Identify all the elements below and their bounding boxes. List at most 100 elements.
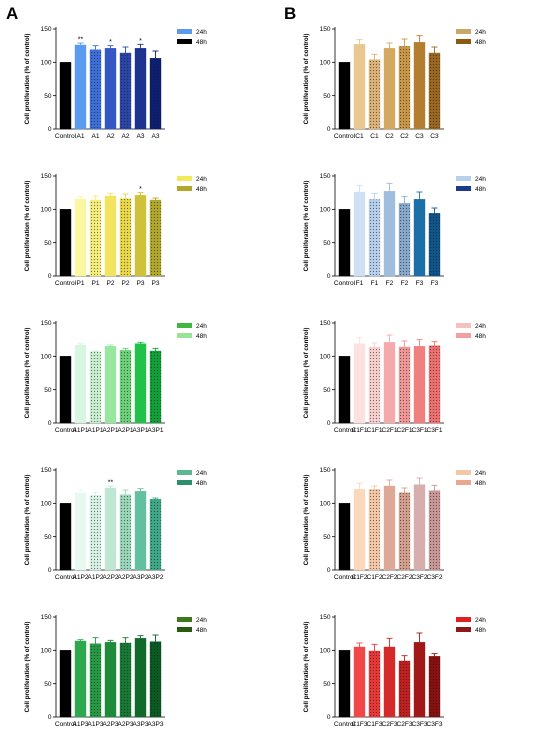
y-tick-label: 0 — [48, 126, 52, 133]
legend-swatch — [456, 176, 471, 181]
legend-label: 48h — [196, 39, 207, 46]
bar — [368, 650, 381, 718]
significance-label: ** — [78, 37, 84, 44]
significance-label: * — [139, 186, 142, 193]
x-tick-label: C1 — [355, 133, 364, 140]
x-tick-label: A3P2 — [147, 574, 163, 581]
panel-label-a: A — [6, 4, 19, 23]
bar — [353, 191, 366, 277]
y-tick-label: 100 — [41, 501, 52, 508]
bar — [89, 351, 102, 424]
x-tick-label: C2F2 — [396, 574, 412, 581]
y-tick-label: 0 — [48, 273, 52, 280]
bar — [59, 209, 72, 277]
bar — [74, 44, 87, 130]
legend-swatch — [177, 39, 192, 44]
x-tick-label: Control — [334, 280, 356, 287]
y-tick-label: 150 — [41, 467, 52, 474]
y-tick-label: 150 — [320, 467, 331, 474]
x-tick-label: Control — [334, 133, 356, 140]
x-tick-label: A1 — [91, 133, 99, 140]
x-tick-label: C3F1 — [411, 427, 427, 434]
x-tick-label: A1P2 — [72, 574, 88, 581]
bar — [353, 343, 366, 424]
y-tick-label: 100 — [41, 207, 52, 214]
x-tick-label: C2F1 — [381, 427, 397, 434]
legend-swatch — [177, 470, 192, 475]
y-tick-label: 100 — [320, 207, 331, 214]
x-tick-label: P1 — [91, 280, 99, 287]
legend-swatch — [456, 617, 471, 622]
bar — [338, 62, 351, 130]
x-tick-label: A1P1 — [87, 427, 103, 434]
x-tick-label: C1F3 — [366, 721, 382, 728]
y-tick-label: 150 — [320, 26, 331, 33]
legend-label: 48h — [196, 627, 207, 634]
legend-swatch — [177, 176, 192, 181]
bar — [383, 342, 396, 424]
y-tick-label: 0 — [48, 714, 52, 721]
bar — [89, 643, 102, 718]
y-tick-label: 50 — [323, 387, 331, 394]
chart-panel-2: Cell proliferation (% of control) 0 50 100 1… — [24, 320, 207, 434]
x-tick-label: A3P3 — [132, 721, 148, 728]
legend-swatch — [177, 333, 192, 338]
bar — [398, 660, 411, 718]
y-tick-label: 0 — [48, 420, 52, 427]
x-tick-label: F3 — [416, 280, 424, 287]
legend-label: 24h — [475, 176, 486, 183]
y-tick-label: 50 — [323, 93, 331, 100]
legend-label: 48h — [196, 333, 207, 340]
legend-label: 48h — [475, 39, 486, 46]
x-tick-label: Control — [55, 280, 77, 287]
y-tick-label: 150 — [41, 173, 52, 180]
x-tick-label: P2 — [121, 280, 129, 287]
chart-panel-4: Cell proliferation (% of control) 0 50 100 1… — [24, 614, 207, 728]
x-tick-label: C1 — [370, 133, 379, 140]
y-tick-label: 50 — [44, 240, 52, 247]
bar — [134, 638, 147, 718]
significance-label: * — [109, 39, 112, 46]
y-tick-label: 50 — [323, 240, 331, 247]
x-tick-label: A2P3 — [102, 721, 118, 728]
y-axis-label: Cell proliferation (% of control) — [303, 328, 310, 419]
legend-label: 24h — [475, 323, 486, 330]
bar — [428, 52, 441, 130]
bar — [149, 499, 162, 571]
x-tick-label: C2 — [400, 133, 409, 140]
x-tick-label: A2P1 — [117, 427, 133, 434]
y-tick-label: 150 — [320, 614, 331, 621]
x-tick-label: C3F3 — [411, 721, 427, 728]
y-tick-label: 0 — [48, 567, 52, 574]
bar — [398, 203, 411, 277]
bar — [398, 346, 411, 424]
bar — [353, 489, 366, 571]
x-tick-label: A1P1 — [72, 427, 88, 434]
y-tick-label: 50 — [44, 387, 52, 394]
y-axis-label: Cell proliferation (% of control) — [303, 475, 310, 566]
legend-label: 24h — [196, 470, 207, 477]
y-tick-label: 0 — [327, 567, 331, 574]
legend-label: 24h — [475, 29, 486, 36]
y-axis-label: Cell proliferation (% of control) — [24, 328, 31, 419]
legend-label: 24h — [196, 323, 207, 330]
x-tick-label: Control — [334, 721, 356, 728]
y-tick-label: 0 — [327, 714, 331, 721]
bar — [104, 487, 117, 571]
bar — [104, 48, 117, 130]
x-tick-label: C3F2 — [426, 574, 442, 581]
bar — [104, 195, 117, 277]
legend-label: 48h — [196, 480, 207, 487]
legend-swatch — [456, 627, 471, 632]
legend-swatch — [456, 39, 471, 44]
y-axis-label: Cell proliferation (% of control) — [24, 181, 31, 272]
bar — [338, 209, 351, 277]
x-tick-label: A2P2 — [102, 574, 118, 581]
bar — [134, 195, 147, 277]
legend-label: 24h — [475, 470, 486, 477]
x-tick-label: P2 — [106, 280, 114, 287]
bar — [149, 58, 162, 130]
bar — [149, 199, 162, 277]
legend-label: 48h — [196, 186, 207, 193]
x-tick-label: A2 — [121, 133, 129, 140]
